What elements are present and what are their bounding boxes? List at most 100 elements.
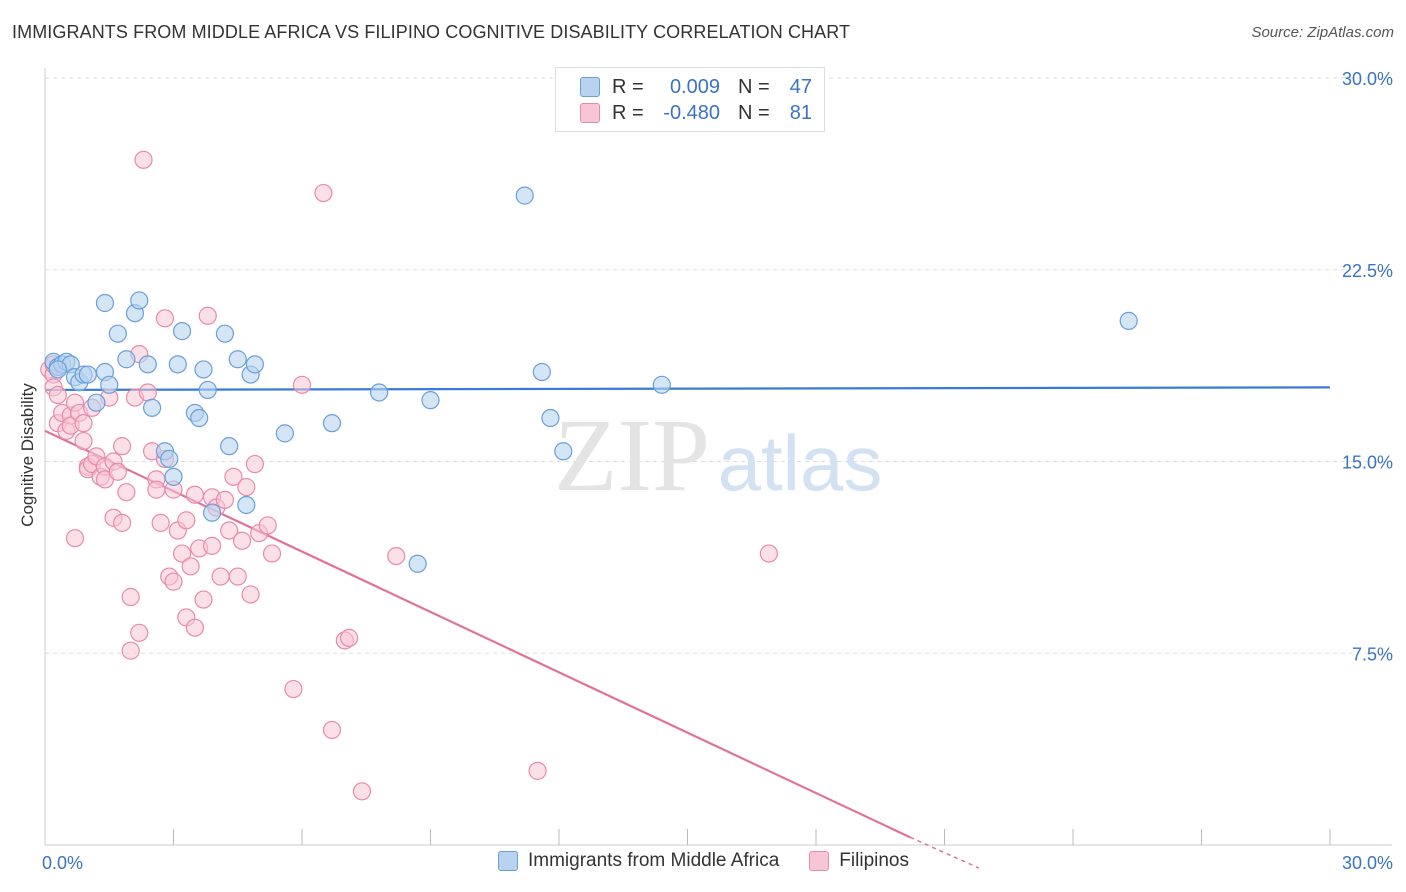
middle-africa-point: [78, 365, 97, 384]
filipinos-point: [194, 590, 213, 609]
filipinos-point: [224, 467, 243, 486]
legend-swatch-pink: [809, 851, 830, 871]
middle-africa-point: [194, 360, 213, 379]
x-tick-label: 0.0%: [42, 853, 83, 873]
filipinos-point: [48, 385, 67, 405]
filipinos-point: [185, 485, 205, 504]
legend-n-label: N =: [738, 75, 770, 98]
filipinos-point: [387, 546, 406, 566]
filipinos-point: [262, 544, 282, 563]
filipinos-point: [65, 529, 85, 548]
filipinos-point: [528, 761, 547, 780]
middle-africa-point: [370, 383, 389, 402]
middle-africa-point: [160, 449, 179, 469]
filipinos-point: [237, 477, 256, 497]
filipinos-point: [220, 521, 239, 540]
middle-africa-point: [554, 442, 573, 461]
middle-africa-point: [168, 355, 187, 374]
middle-africa-point: [220, 437, 239, 456]
filipinos-point: [241, 585, 260, 604]
middle-africa-point: [228, 350, 247, 369]
filipinos-point: [74, 414, 93, 433]
legend-swatch-blue: [580, 77, 600, 97]
middle-africa-point: [198, 380, 217, 400]
x-tick-label: 30.0%: [1342, 853, 1393, 873]
legend-swatch-blue: [498, 851, 518, 871]
middle-africa-point: [652, 375, 671, 394]
middle-africa-point: [1119, 311, 1138, 330]
middle-africa-point: [164, 467, 183, 486]
middle-africa-point: [48, 360, 67, 379]
filipinos-point: [181, 557, 200, 576]
filipinos-point: [112, 437, 132, 456]
middle-africa-point: [172, 322, 192, 341]
middle-africa-point: [408, 554, 427, 573]
axes: [44, 68, 1392, 846]
legend-row-blue: R = 0.009 N = 47: [580, 74, 812, 100]
filipinos-point: [215, 490, 234, 509]
y-axis-label: Cognitive Disability: [18, 383, 37, 527]
filipinos-point: [284, 679, 303, 699]
middle-africa-points: [44, 186, 1138, 573]
filipinos-point: [292, 375, 312, 394]
series-legend: Immigrants from Middle Africa Filipinos: [498, 850, 939, 872]
middle-africa-point: [190, 408, 209, 428]
filipinos-point: [211, 567, 230, 586]
filipinos-point: [258, 516, 277, 535]
filipinos-point: [177, 511, 196, 530]
legend-swatch-pink: [580, 103, 600, 123]
filipinos-point: [121, 587, 140, 607]
middle-africa-point: [515, 186, 534, 205]
filipinos-point: [112, 513, 132, 532]
legend-r-value: -0.480: [663, 101, 720, 124]
filipinos-point: [185, 618, 205, 637]
middle-africa-point: [202, 503, 222, 522]
filipinos-point: [164, 572, 183, 591]
filipinos-point: [759, 544, 778, 563]
middle-africa-point: [87, 393, 106, 412]
grid-lines: [45, 77, 1390, 654]
y-tick-label: 15.0%: [1342, 453, 1393, 473]
watermark: ZIP atlas: [554, 398, 882, 513]
legend-n-value: 47: [789, 75, 812, 98]
filipinos-point: [172, 544, 192, 563]
legend-r-value: 0.009: [669, 75, 720, 98]
middle-africa-point: [108, 324, 127, 343]
filipinos-point: [130, 623, 149, 642]
filipinos-point: [147, 480, 166, 499]
filipinos-point: [151, 513, 170, 532]
middle-africa-point: [237, 495, 256, 515]
tick-labels: 7.5% 15.0% 22.5% 30.0% 0.0% 30.0%: [42, 69, 1393, 873]
legend-r-label: R =: [612, 75, 644, 98]
legend-item-filipinos[interactable]: Filipinos: [809, 850, 909, 872]
middle-africa-point: [532, 362, 551, 382]
watermark-zip: ZIP: [554, 398, 710, 513]
legend-item-middle-africa[interactable]: Immigrants from Middle Africa: [498, 850, 779, 872]
middle-africa-point: [245, 355, 264, 374]
filipinos-point: [121, 641, 140, 660]
filipinos-point: [202, 536, 222, 555]
middle-africa-point: [421, 391, 440, 410]
filipinos-point: [74, 431, 93, 451]
middle-africa-point: [541, 408, 560, 428]
chart-title: IMMIGRANTS FROM MIDDLE AFRICA VS FILIPIN…: [12, 22, 851, 42]
middle-africa-point: [275, 424, 294, 443]
filipinos-point: [322, 720, 342, 740]
filipinos-point: [134, 150, 153, 169]
middle-africa-point: [95, 293, 115, 313]
middle-africa-point: [117, 350, 136, 369]
filipinos-point: [232, 531, 252, 550]
filipinos-point: [198, 306, 217, 325]
middle-africa-point: [100, 375, 119, 394]
filipinos-point: [245, 454, 264, 474]
legend-r-label: R =: [612, 101, 644, 124]
legend-label-filipinos: Filipinos: [839, 850, 909, 871]
filipinos-point: [138, 383, 157, 402]
middle-africa-point: [322, 414, 342, 433]
stats-legend: R = 0.009 N = 47 R = -0.480 N = 81: [555, 67, 825, 132]
filipinos-point: [228, 567, 247, 586]
source-label: Source: ZipAtlas.com: [1251, 24, 1394, 41]
filipinos-point: [314, 183, 333, 203]
watermark-atlas: atlas: [718, 419, 883, 507]
